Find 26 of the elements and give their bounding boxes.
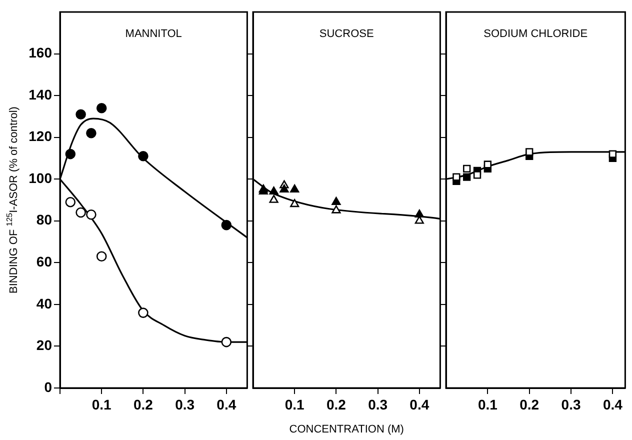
x-tick-label: 0.3 [368, 396, 388, 412]
y-tick-label: 80 [36, 212, 52, 228]
x-tick-label: 0.2 [520, 396, 540, 412]
x-tick-label: 0.2 [326, 396, 346, 412]
x-tick-label: 0.4 [216, 396, 236, 412]
y-tick-label: 20 [36, 337, 52, 354]
x-tick-label: 0.1 [284, 396, 305, 412]
text: SUCROSE [319, 28, 374, 40]
y-tick-label: 140 [28, 86, 52, 102]
y-tick-label: 100 [28, 170, 52, 186]
text: SODIUM CHLORIDE [484, 28, 588, 40]
y-tick-label: 60 [36, 254, 52, 270]
y-tick-label: 160 [28, 44, 52, 61]
x-tick-label: 0.1 [92, 396, 112, 412]
x-tick-label: 0.3 [561, 396, 581, 412]
x-tick-label: 0.4 [602, 396, 623, 412]
y-tick-label: 0 [44, 378, 52, 395]
y-axis-title: BINDING OF 125I-ASOR (% of control) [5, 106, 20, 294]
text: MANNITOL [125, 28, 182, 40]
x-tick-label: 0.3 [175, 396, 195, 412]
x-tick-label: 0.2 [133, 396, 154, 412]
x-tick-label: 0.1 [478, 396, 498, 412]
x-tick-label: 0.4 [410, 396, 430, 412]
x-axis-title: CONCENTRATION (M) [289, 423, 404, 436]
y-tick-label: 120 [28, 128, 52, 144]
y-tick-label: 40 [36, 295, 52, 312]
